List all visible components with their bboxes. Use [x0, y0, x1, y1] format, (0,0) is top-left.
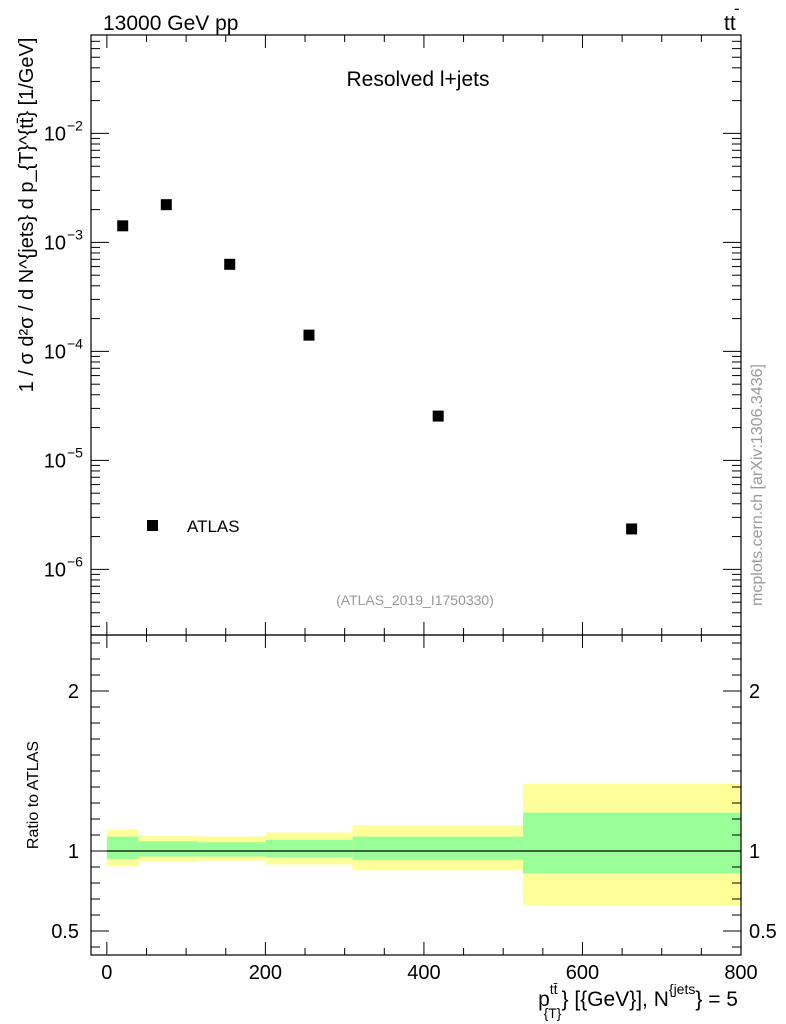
ratio-x-tick-labels: 0 200 400 600 800 [101, 962, 757, 984]
ratio-x-tick-label: 0 [101, 962, 112, 984]
process-bar-mark: - [734, 0, 740, 18]
ratio-y-tick-label-left: 1 [68, 841, 79, 863]
ratio-x-tick-label: 400 [407, 962, 440, 984]
inner-band [265, 839, 353, 858]
x-axis-label-suffix: } = 5 [695, 988, 738, 1011]
main-y-tick-label-exp: −6 [67, 553, 83, 569]
ratio-x-tick-label: 800 [724, 962, 757, 984]
data-points [117, 199, 638, 535]
main-y-tick-label: 10 [44, 450, 66, 472]
analysis-id: (ATLAS_2019_I1750330) [336, 592, 494, 608]
main-y-tick-label-exp: −3 [67, 226, 83, 242]
ratio-y-tick-label-left: 0.5 [51, 921, 79, 943]
inner-band [523, 812, 741, 874]
main-y-tick-labels: 10−210−310−410−510−6 [44, 117, 83, 581]
x-axis-label-sub: {T} [544, 1005, 562, 1021]
data-point [626, 523, 638, 535]
legend-label: ATLAS [187, 517, 240, 536]
ratio-y-tick-label-right: 0.5 [749, 921, 777, 943]
ratio-y-tick-label-left: 2 [68, 681, 79, 703]
ratio-y-tick-label-right: 2 [749, 681, 760, 703]
main-y-tick-label: 10 [44, 559, 66, 581]
main-y-tick-label-exp: −5 [67, 444, 83, 460]
main-y-tick-label: 10 [44, 123, 66, 145]
x-axis-label-sup2: {jets [669, 981, 695, 997]
main-x-ticks [106, 35, 742, 635]
uncertainty-bands [106, 783, 741, 906]
process-label: tt [724, 12, 736, 35]
main-y-tick-label-exp: −4 [67, 335, 83, 351]
ratio-x-tick-label: 600 [566, 962, 599, 984]
watermark: mcplots.cern.ch [arXiv:1306.3436] [749, 364, 766, 606]
main-y-tick-label: 10 [44, 341, 66, 363]
ratio-y-tick-labels: 0.5 0.5 1 1 2 2 [51, 681, 777, 943]
data-point [432, 410, 444, 422]
inner-band [106, 836, 139, 859]
x-axis-label-middle: } [{GeV}], N [561, 988, 668, 1011]
ratio-plot-frame [90, 634, 742, 956]
data-point [117, 220, 129, 232]
ratio-x-ticks [106, 635, 742, 955]
x-axis-label-prefix: p [538, 988, 550, 1011]
data-point [224, 258, 236, 270]
data-point [160, 199, 172, 211]
main-y-tick-label: 10 [44, 232, 66, 254]
main-y-tick-label-exp: −2 [67, 117, 83, 133]
main-plot-frame [90, 34, 742, 636]
plot-title: Resolved l+jets [347, 68, 490, 91]
ratio-y-ticks [91, 642, 741, 948]
main-y-axis-label: 1 / σ d²σ / d N^{jets} d p_{T}^{tt̄} [1/… [16, 38, 38, 393]
data-point [303, 329, 315, 341]
ratio-x-tick-label: 200 [249, 962, 282, 984]
ratio-y-tick-label-right: 1 [749, 841, 760, 863]
x-axis-label: ptt̄ {T}} [{GeV}], N{jets} = 5 [538, 981, 738, 1021]
legend-marker [147, 520, 158, 531]
main-y-ticks [91, 34, 741, 627]
inner-band [138, 841, 199, 857]
inner-band [352, 836, 524, 860]
ratio-y-axis-label: Ratio to ATLAS [25, 741, 42, 849]
energy-label: 13000 GeV pp [103, 12, 238, 35]
x-axis-label-sup: tt̄ [550, 981, 558, 997]
inner-band [198, 842, 266, 857]
